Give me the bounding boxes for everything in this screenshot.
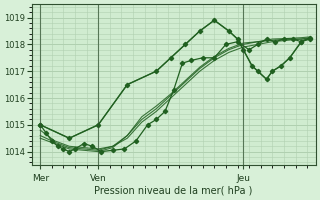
X-axis label: Pression niveau de la mer( hPa ): Pression niveau de la mer( hPa )	[94, 186, 253, 196]
